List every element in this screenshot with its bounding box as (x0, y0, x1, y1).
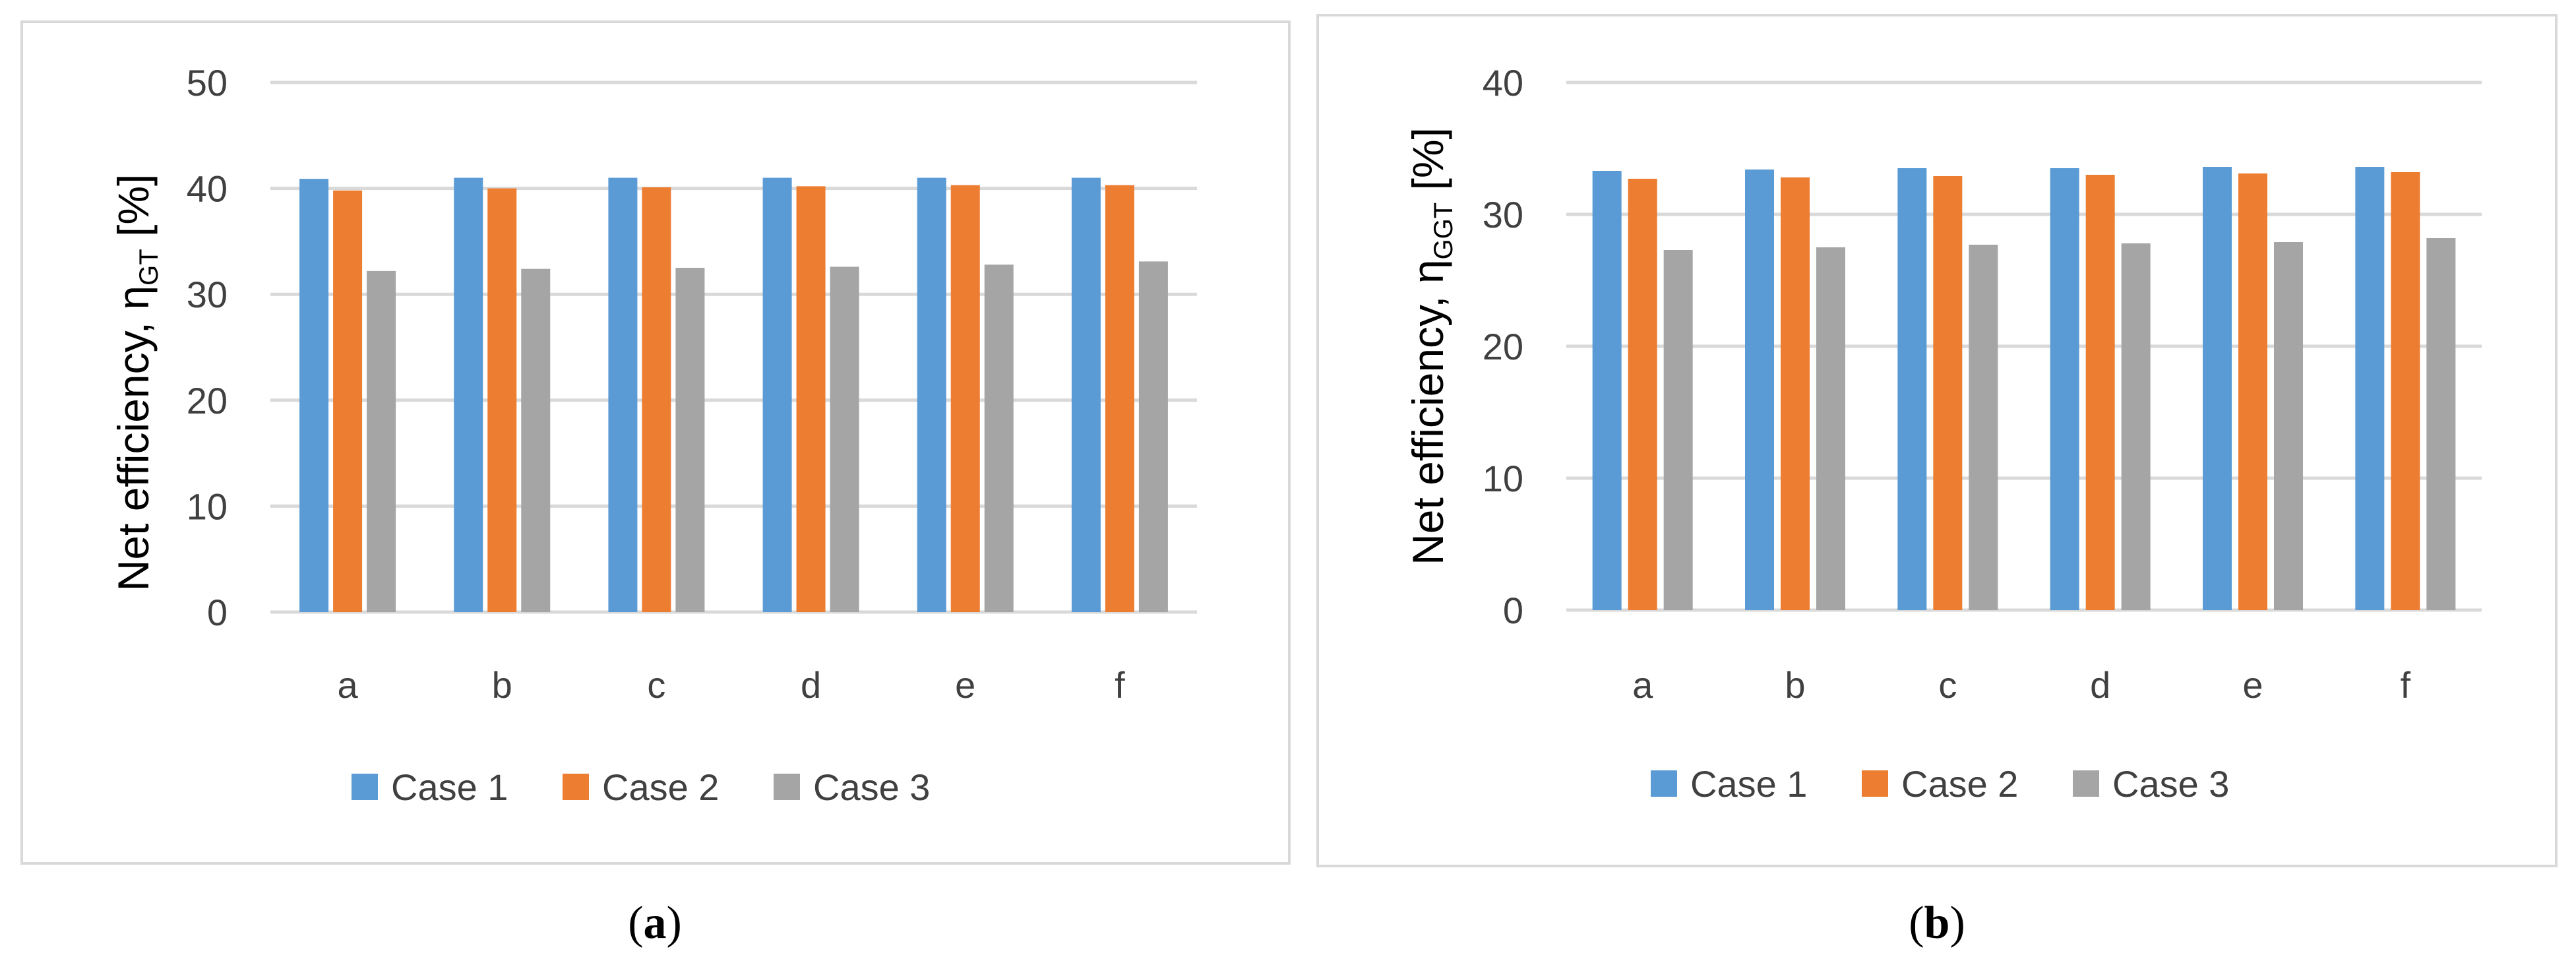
y-tick-label: 40 (187, 168, 228, 210)
x-tick-label: e (2242, 664, 2263, 706)
x-tick-labels: a b c d e f (1632, 664, 2410, 706)
legend-swatch-case-2 (563, 774, 589, 800)
y-tick-label: 0 (1503, 590, 1523, 631)
y-tick-label: 30 (1483, 194, 1523, 235)
y-tick-label: 0 (207, 592, 228, 633)
bar-e-case-3 (984, 264, 1014, 612)
y-tick-labels: 0 10 20 30 40 50 (187, 62, 228, 633)
legend-label-case-3: Case 3 (2112, 763, 2229, 805)
x-tick-label: c (1938, 664, 1957, 706)
y-axis-label: Net efficiency, ηGGT [%] (1403, 127, 1458, 565)
x-tick-label: b (492, 664, 512, 706)
bar-b-case-3 (521, 268, 551, 612)
bar-a-case-3 (1663, 250, 1693, 610)
legend-label-case-1: Case 1 (1690, 763, 1807, 805)
bar-a-case-2 (333, 190, 363, 612)
bar-d-case-1 (2050, 168, 2079, 610)
bar-f-case-3 (2426, 238, 2456, 610)
y-tick-label: 10 (187, 485, 228, 527)
chart-panel-b: Net efficiency, ηGGT [%] 0 10 20 30 40 a b c d e… (1316, 14, 2558, 867)
y-tick-labels: 0 10 20 30 40 (1483, 62, 1523, 631)
y-tick-label: 20 (187, 380, 228, 421)
bar-f-case-2 (1105, 185, 1134, 613)
x-tick-label: e (955, 664, 975, 706)
bar-b-case-2 (1781, 177, 1810, 610)
legend-swatch-case-1 (352, 774, 378, 800)
legend-swatch-case-3 (2073, 770, 2099, 797)
bar-c-case-3 (1969, 245, 1998, 610)
bar-b-case-1 (1745, 170, 1774, 610)
x-tick-label: d (2090, 664, 2110, 706)
bar-f-case-1 (2355, 167, 2385, 610)
legend-item-case-3: Case 3 (774, 766, 930, 808)
bar-f-case-1 (1071, 177, 1101, 612)
y-tick-label: 30 (187, 274, 228, 315)
y-tick-label: 10 (1483, 458, 1523, 499)
x-tick-label: c (647, 664, 665, 706)
bar-a-case-1 (1592, 171, 1622, 610)
legend-item-case-2: Case 2 (563, 766, 719, 808)
gridlines (1566, 80, 2482, 612)
x-tick-labels: a b c d e f (338, 664, 1126, 706)
x-tick-label: a (338, 664, 359, 706)
x-tick-label: d (801, 664, 821, 706)
bars (299, 177, 1168, 613)
legend-label-case-2: Case 2 (602, 766, 719, 808)
bar-d-case-2 (2085, 175, 2115, 610)
bar-e-case-3 (2274, 242, 2303, 610)
legend-swatch-case-1 (1651, 770, 1677, 797)
bar-a-case-1 (299, 179, 329, 612)
bar-a-case-3 (367, 270, 396, 612)
legend-item-case-2: Case 2 (1862, 763, 2018, 805)
bar-b-case-1 (454, 177, 483, 612)
panel-caption-a: (a) (628, 898, 682, 948)
legend-label-case-3: Case 3 (813, 766, 930, 808)
legend-swatch-case-3 (774, 774, 800, 800)
bar-f-case-3 (1138, 261, 1168, 612)
legend-label-case-2: Case 2 (1901, 763, 2018, 805)
bar-d-case-2 (796, 186, 826, 612)
bar-c-case-1 (608, 177, 638, 612)
bars (1592, 167, 2456, 610)
legend-item-case-1: Case 1 (1651, 763, 1807, 805)
bar-d-case-3 (830, 266, 859, 613)
x-tick-label: b (1785, 664, 1805, 706)
bar-c-case-1 (1897, 168, 1927, 610)
bar-d-case-1 (762, 177, 792, 612)
legend-swatch-case-2 (1862, 770, 1888, 797)
x-tick-label: a (1632, 664, 1653, 706)
bar-e-case-2 (2238, 173, 2267, 610)
bar-b-case-2 (487, 188, 517, 613)
gridlines (270, 80, 1197, 614)
bar-f-case-2 (2391, 172, 2420, 610)
legend-item-case-1: Case 1 (352, 766, 508, 808)
bar-d-case-3 (2121, 243, 2151, 610)
x-tick-label: f (1115, 664, 1125, 706)
bar-c-case-2 (642, 187, 671, 612)
bar-e-case-1 (2203, 167, 2232, 610)
legend: Case 1 Case 2 Case 3 (1651, 763, 2229, 805)
y-tick-label: 50 (187, 62, 228, 104)
bar-a-case-2 (1628, 179, 1657, 610)
legend: Case 1 Case 2 Case 3 (352, 766, 930, 808)
legend-item-case-3: Case 3 (2073, 763, 2229, 805)
bar-e-case-2 (950, 185, 980, 613)
panel-caption-b: (b) (1909, 898, 1965, 948)
legend-label-case-1: Case 1 (391, 766, 508, 808)
bar-c-case-2 (1933, 176, 1963, 610)
y-axis-label: Net efficiency, ηGT [%] (109, 174, 164, 592)
bar-b-case-3 (1816, 247, 1845, 610)
y-tick-label: 40 (1483, 62, 1523, 104)
bar-c-case-3 (675, 268, 705, 612)
y-tick-label: 20 (1483, 326, 1523, 367)
chart-panel-a: Net efficiency, ηGT [%] 0 10 20 30 40 50 a b c d… (20, 20, 1291, 865)
x-tick-label: f (2401, 664, 2411, 706)
bar-e-case-1 (917, 177, 946, 612)
